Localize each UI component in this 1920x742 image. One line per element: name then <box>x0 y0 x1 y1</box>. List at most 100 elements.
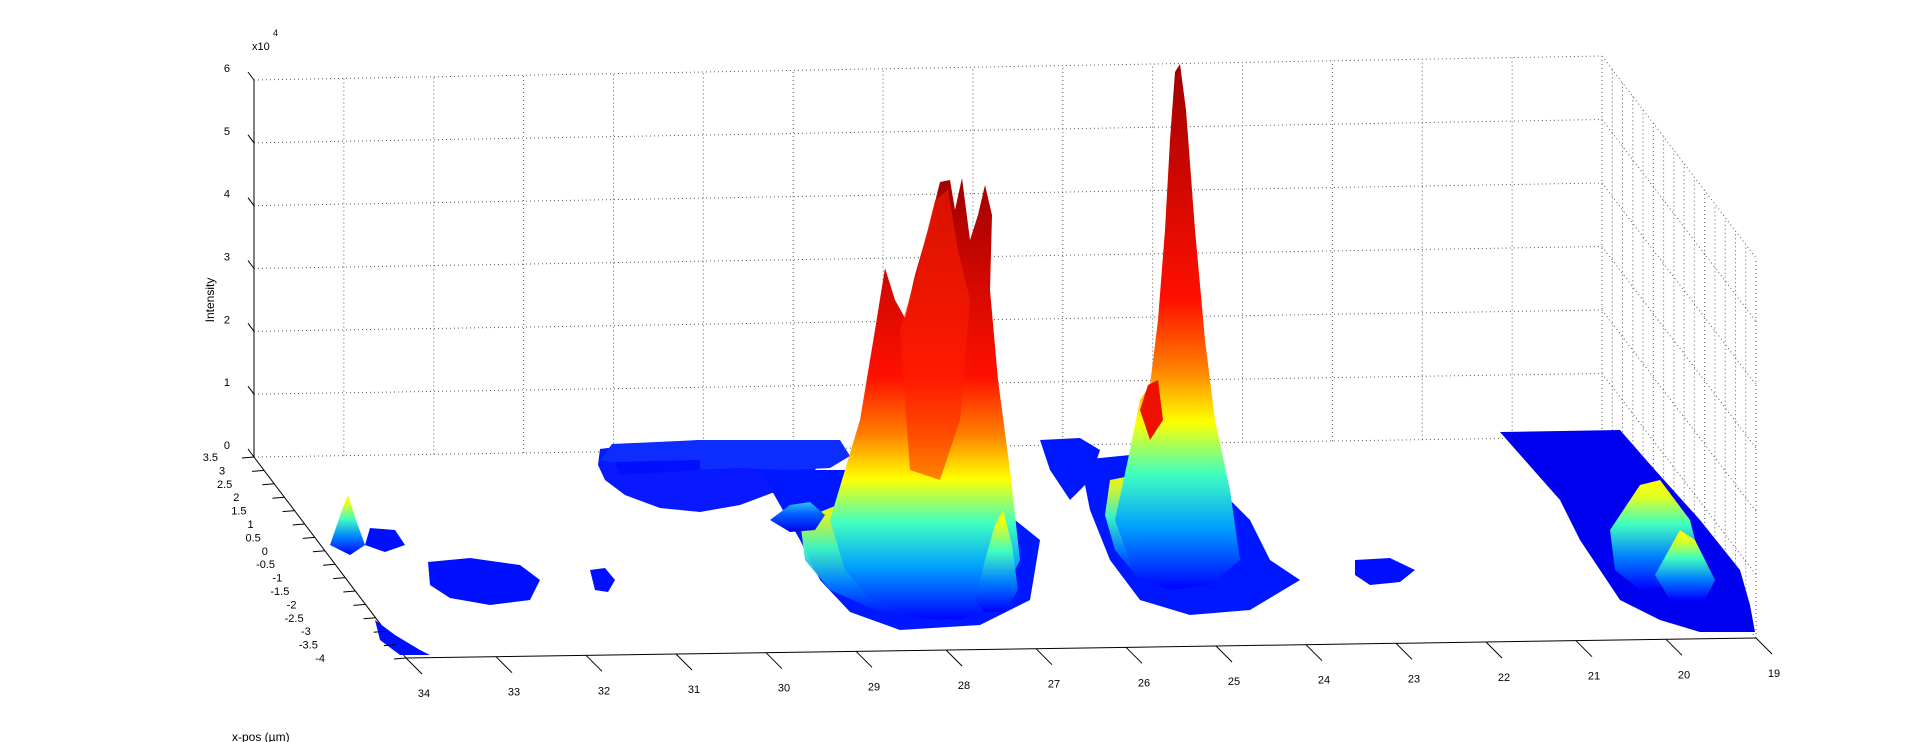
z-tick-label: 1 <box>224 377 230 389</box>
x-tick-label: 19 <box>1768 668 1780 680</box>
x-tick-label: 34 <box>418 688 430 700</box>
x-axis-line <box>405 637 1757 659</box>
x-tick-label: 29 <box>868 681 880 693</box>
x-tick-label: 21 <box>1588 671 1600 683</box>
floor-patch-small-a <box>590 568 615 592</box>
back-wall-hline <box>253 55 1603 81</box>
x-tick-label: 25 <box>1228 676 1240 688</box>
y-ticks: 3.53 2.52 1.510.50-0.5 -1-1.5-2 -2.5-3 -3.5-4 <box>203 452 407 665</box>
z-tick-mark <box>247 71 255 81</box>
x-tick-mark <box>405 657 423 675</box>
y-tick-label: -3 <box>301 626 311 638</box>
y-tick-label: 3 <box>219 465 225 477</box>
back-wall-hline <box>253 182 1603 207</box>
floor-patch-streak <box>615 460 700 475</box>
z-tick-mark <box>247 323 255 332</box>
y-tick-label: -1.5 <box>270 586 289 598</box>
y-tick-label: -3.5 <box>299 640 318 652</box>
y-tick-mark <box>393 657 407 660</box>
x-tick-label: 26 <box>1138 677 1150 689</box>
x-tick-mark <box>1215 645 1233 663</box>
x-tick-mark <box>1755 637 1773 655</box>
y-tick-label: 2.5 <box>217 479 232 491</box>
x-tick-label: 24 <box>1318 675 1330 687</box>
mid-layer-left-small <box>330 495 365 555</box>
back-wall-hline <box>253 119 1603 144</box>
x-ticks: 34 33 32 31 30 29 28 27 26 25 24 23 22 21 20 19 <box>405 637 1780 700</box>
y-tick-label: 2 <box>233 492 239 504</box>
peak-central-highlight <box>900 190 970 480</box>
floor-patch-small-c <box>365 528 405 552</box>
x-tick-label: 30 <box>778 683 790 695</box>
z-ticks: 0 1 2 3 4 5 6 <box>224 63 255 458</box>
x-axis-label: x-pos (µm) <box>232 730 290 742</box>
x-tick-mark <box>675 653 693 671</box>
y-tick-mark <box>363 617 376 620</box>
y-tick-label: -4 <box>315 653 325 665</box>
y-tick-mark <box>241 456 255 459</box>
y-tick-mark <box>292 523 305 526</box>
peak-right-tall <box>1115 64 1240 590</box>
x-tick-mark <box>1125 646 1143 664</box>
y-tick-mark <box>323 563 336 566</box>
y-tick-mark <box>312 550 325 553</box>
peak-central-teal-ridge <box>975 510 1018 612</box>
right-wall-hline <box>1601 182 1757 385</box>
z-exponent-power: 4 <box>273 28 278 38</box>
x-tick-label: 31 <box>688 684 700 696</box>
y-tick-mark <box>262 483 275 486</box>
y-tick-label: 0.5 <box>246 532 261 544</box>
y-tick-mark <box>302 536 315 539</box>
x-tick-mark <box>1035 648 1053 666</box>
x-tick-label: 32 <box>598 685 610 697</box>
y-tick-label: 1.5 <box>231 506 246 518</box>
y-tick-mark <box>272 496 285 499</box>
y-tick-label: -0.5 <box>256 559 275 571</box>
x-tick-mark <box>1485 641 1503 659</box>
back-wall-hline <box>253 436 1603 458</box>
y-tick-label: 1 <box>248 519 254 531</box>
floor-patch-edge <box>375 620 430 655</box>
z-exponent-base: x10 <box>252 41 270 53</box>
z-tick-mark <box>247 448 255 458</box>
x-tick-mark <box>585 654 603 672</box>
z-tick-mark <box>247 134 255 144</box>
z-tick-mark <box>247 197 255 206</box>
floor-patch-peak2-side <box>1040 438 1100 500</box>
z-tick-label: 2 <box>224 314 230 326</box>
y-tick-mark <box>353 603 366 606</box>
x-tick-label: 28 <box>958 680 970 692</box>
x-tick-mark <box>945 649 963 667</box>
x-tick-label: 22 <box>1498 672 1510 684</box>
y-tick-label: -1 <box>272 573 282 585</box>
right-wall-hline <box>1601 246 1757 449</box>
z-tick-mark <box>247 260 255 269</box>
y-tick-mark <box>252 469 265 472</box>
mid-layer-right-small <box>1655 530 1715 600</box>
z-tick-label: 3 <box>224 252 230 264</box>
x-tick-label: 27 <box>1048 679 1060 691</box>
back-wall-hline <box>253 246 1603 269</box>
z-tick-label: 0 <box>224 440 230 452</box>
back-wall-hline <box>253 309 1603 332</box>
y-tick-label: 3.5 <box>203 452 218 464</box>
x-tick-mark <box>495 656 513 674</box>
surface <box>330 64 1755 655</box>
y-tick-mark <box>343 590 356 593</box>
floor-patch-left <box>428 558 540 605</box>
mid-layer-hump <box>770 502 825 532</box>
y-tick-mark <box>282 510 295 513</box>
right-wall-hline <box>1601 119 1757 322</box>
y-tick-mark <box>373 630 386 633</box>
y-tick-label: -2.5 <box>285 613 304 625</box>
x-tick-mark <box>1305 644 1323 662</box>
z-tick-label: 6 <box>224 63 230 75</box>
back-wall-hline <box>253 373 1603 395</box>
x-tick-mark <box>1575 640 1593 658</box>
x-tick-mark <box>855 650 873 668</box>
peak-right-shoulder <box>1140 380 1163 440</box>
z-tick-mark <box>247 385 255 395</box>
y-tick-label: 0 <box>262 546 268 558</box>
z-tick-label: 4 <box>224 189 230 201</box>
